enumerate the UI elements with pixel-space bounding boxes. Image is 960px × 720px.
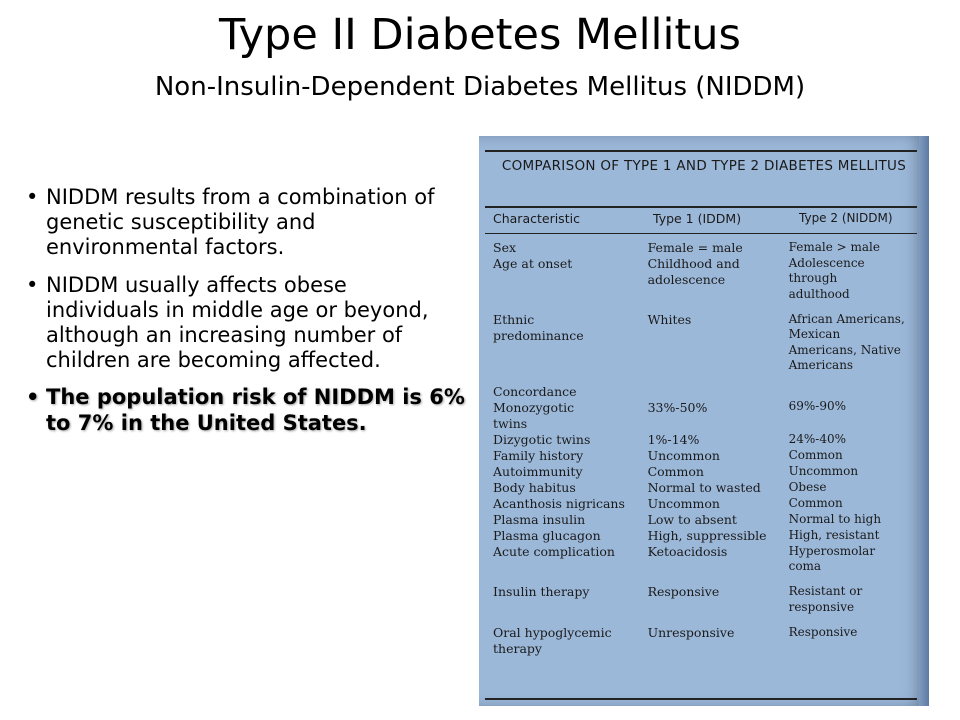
cell-characteristic: Dizygotic twins <box>493 431 591 447</box>
cell-characteristic: Acute complication <box>493 543 615 559</box>
bullet-item-obesity: NIDDM usually affects obese individuals … <box>26 273 466 374</box>
cell-type-1: Uncommon <box>647 495 720 511</box>
cell-characteristic: Autoimmunity <box>493 463 583 479</box>
cell-type-1: Ketoacidosis <box>647 543 728 559</box>
bullet-item-genetics: NIDDM results from a combination of gene… <box>26 185 466 261</box>
cell-type-2: African Americans, Mexican Americans, Na… <box>788 312 905 373</box>
table-row: Oral hypoglycemic therapy Unresponsive Res… <box>479 625 919 657</box>
cell-type-2: Responsive <box>788 624 858 639</box>
page-title: Type II Diabetes Mellitus <box>219 10 741 60</box>
cell-characteristic: Plasma insulin <box>493 511 586 527</box>
cell-type-1: High, suppressible <box>647 527 767 543</box>
bullet-list: NIDDM results from a combination of gene… <box>26 185 466 448</box>
table-body: Sex Female = male Female > male Age at onse… <box>479 240 919 657</box>
comparison-table-image: COMPARISON OF TYPE 1 AND TYPE 2 DIABETES… <box>479 136 929 706</box>
table-rule-bottom <box>485 698 917 700</box>
table-row: Dizygotic twins 1%-14% 24%-40% <box>479 432 919 448</box>
cell-type-1: 33%-50% <box>647 399 708 415</box>
bullet-item-population-risk: The population risk of NIDDM is 6% to 7%… <box>26 385 466 435</box>
table-row: Sex Female = male Female > male <box>479 240 919 256</box>
table-row: Plasma glucagon High, suppressible High, r… <box>479 528 919 544</box>
cell-type-2: Common <box>788 447 843 462</box>
table-row: Ethnic predominance Whites African America… <box>479 312 919 373</box>
cell-characteristic: Concordance Monozygotic twins <box>493 383 577 431</box>
table-row: Autoimmunity Common Uncommon <box>479 464 919 480</box>
table-row: Concordance Monozygotic twins 33%-50% 69… <box>479 384 919 432</box>
cell-type-2: Hyperosmolar coma <box>788 543 876 573</box>
cell-type-1: Unresponsive <box>647 624 735 640</box>
table-title: COMPARISON OF TYPE 1 AND TYPE 2 DIABETES… <box>501 158 907 174</box>
cell-characteristic: Ethnic predominance <box>493 312 584 344</box>
cell-characteristic: Insulin therapy <box>493 584 590 600</box>
cell-type-2: Obese <box>788 479 827 494</box>
table-row: Acanthosis nigricans Uncommon Common <box>479 496 919 512</box>
header-type-1: Type 1 (IDDM) <box>653 211 742 226</box>
cell-type-2: Adolescence through adulthood <box>788 256 865 301</box>
cell-characteristic: Age at onset <box>493 256 573 271</box>
cell-type-2: 24%-40% <box>788 431 846 446</box>
cell-type-1: Common <box>647 463 704 479</box>
cell-type-2: Common <box>788 495 843 510</box>
header-type-2: Type 2 (NIDDM) <box>799 211 893 225</box>
cell-type-1: Normal to wasted <box>647 479 761 495</box>
cell-characteristic: Acanthosis nigricans <box>493 495 625 511</box>
cell-type-2: Uncommon <box>788 463 859 478</box>
slide-title: Type II Diabetes Mellitus Non-Insulin-De… <box>0 10 960 103</box>
cell-type-1: Low to absent <box>647 511 737 527</box>
table-row: Family history Uncommon Common <box>479 448 919 464</box>
cell-type-2: High, resistant <box>788 527 880 542</box>
cell-type-2: Resistant or responsive <box>788 584 863 614</box>
table-rule-header <box>485 233 917 234</box>
table-row: Age at onset Childhood and adolescence Ado… <box>479 256 919 302</box>
cell-characteristic: Family history <box>493 447 584 463</box>
cell-type-2: Normal to high <box>788 511 882 526</box>
cell-type-2: 69%-90% <box>788 398 846 413</box>
cell-characteristic: Sex <box>493 240 517 255</box>
table-row: Acute complication Ketoacidosis Hyperosmol… <box>479 544 919 575</box>
cell-type-1: Uncommon <box>647 447 720 463</box>
cell-type-1: Childhood and adolescence <box>647 256 740 287</box>
table-header-row: Characteristic Type 1 (IDDM) Type 2 (NID… <box>479 211 919 231</box>
table-row: Plasma insulin Low to absent Normal to hig… <box>479 512 919 528</box>
cell-characteristic: Oral hypoglycemic therapy <box>493 624 612 656</box>
page-subtitle: Non-Insulin-Dependent Diabetes Mellitus … <box>154 72 806 103</box>
header-characteristic: Characteristic <box>493 211 580 226</box>
table-rule-top <box>485 150 917 152</box>
cell-type-1: 1%-14% <box>647 431 700 447</box>
cell-type-1: Whites <box>647 312 692 328</box>
cell-type-1: Responsive <box>647 584 720 600</box>
table-rule-title <box>485 206 917 208</box>
cell-type-1: Female = male <box>647 240 743 255</box>
cell-characteristic: Body habitus <box>493 479 576 495</box>
table-row: Insulin therapy Responsive Resistant or re… <box>479 584 919 615</box>
cell-characteristic: Plasma glucagon <box>493 527 601 543</box>
cell-type-2: Female > male <box>788 240 880 254</box>
table-row: Body habitus Normal to wasted Obese <box>479 480 919 496</box>
